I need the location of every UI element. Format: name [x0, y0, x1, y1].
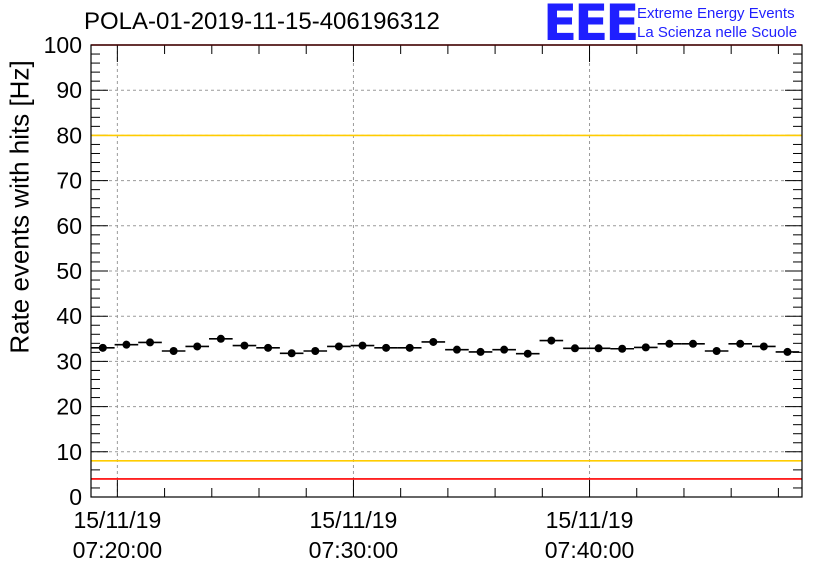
data-point — [193, 342, 202, 351]
data-point — [169, 347, 178, 356]
data-point — [570, 344, 579, 353]
data-point — [783, 347, 792, 356]
data-point — [547, 336, 556, 345]
x-tick-date: 15/11/19 — [310, 507, 398, 533]
data-point — [476, 347, 485, 356]
y-tick-label: 0 — [69, 484, 82, 510]
data-point — [665, 339, 674, 348]
chart-title: POLA-01-2019-11-15-406196312 — [84, 8, 440, 35]
data-point — [382, 343, 391, 352]
data-point — [122, 340, 131, 349]
y-tick-label: 90 — [56, 77, 82, 103]
x-tick-time: 07:20:00 — [73, 537, 163, 563]
data-point — [240, 341, 249, 350]
data-point — [641, 343, 650, 352]
data-point — [712, 347, 721, 356]
data-point — [759, 342, 768, 351]
data-point — [429, 337, 438, 346]
x-tick-time: 07:30:00 — [309, 537, 399, 563]
data-point — [689, 339, 698, 348]
data-point — [311, 347, 320, 356]
y-tick-label: 100 — [44, 32, 82, 58]
data-point — [618, 344, 627, 353]
y-tick-label: 50 — [56, 258, 82, 284]
data-point — [594, 344, 603, 353]
data-point — [264, 343, 273, 352]
data-point — [98, 343, 107, 352]
data-point — [334, 342, 343, 351]
y-tick-label: 30 — [56, 348, 82, 374]
data-point — [452, 345, 461, 354]
data-point — [287, 349, 296, 358]
x-tick-date: 15/11/19 — [546, 507, 634, 533]
y-tick-label: 10 — [56, 439, 82, 465]
eee-caption-line1: Extreme Energy Events — [637, 5, 795, 22]
x-tick-date: 15/11/19 — [73, 507, 161, 533]
data-point — [523, 349, 532, 358]
data-point — [146, 338, 155, 347]
data-point — [736, 339, 745, 348]
data-point — [500, 345, 509, 354]
data-point — [216, 334, 225, 343]
y-tick-label: 80 — [56, 122, 82, 148]
data-point — [358, 341, 367, 350]
y-tick-label: 40 — [56, 303, 82, 329]
eee-caption: Extreme Energy Events La Scienza nelle S… — [637, 4, 797, 42]
plot-frame — [90, 44, 803, 498]
data-point — [405, 343, 414, 352]
y-tick-label: 60 — [56, 213, 82, 239]
x-tick-time: 07:40:00 — [545, 537, 635, 563]
y-tick-label: 20 — [56, 394, 82, 420]
eee-logo: EEE — [543, 0, 639, 52]
y-tick-label: 70 — [56, 168, 82, 194]
eee-caption-line2: La Scienza nelle Scuole — [637, 24, 798, 41]
